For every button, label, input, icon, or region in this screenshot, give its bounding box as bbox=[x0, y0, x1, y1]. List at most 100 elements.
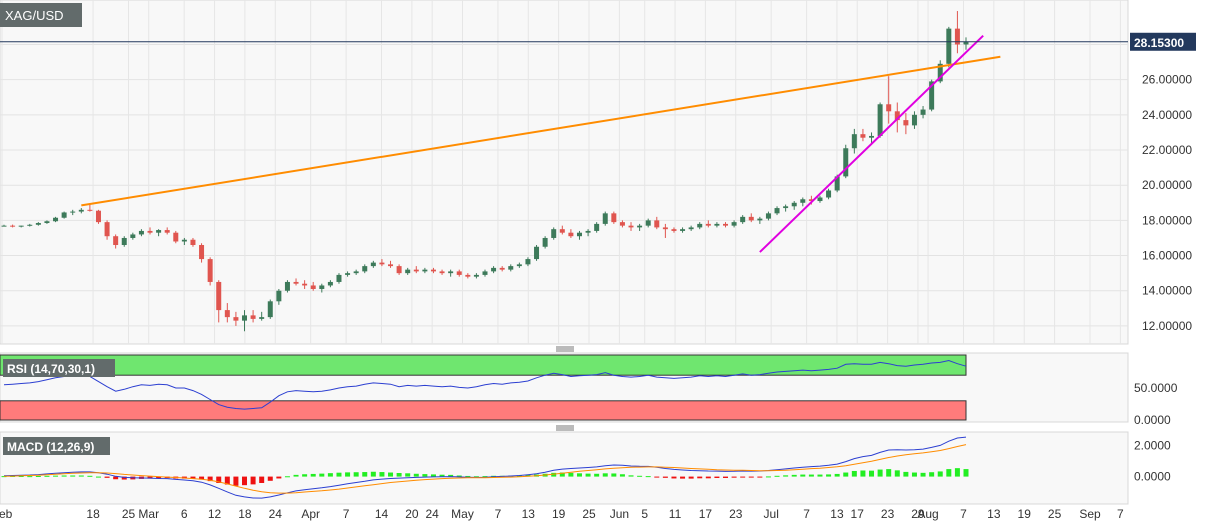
macd-histogram-bar bbox=[422, 474, 428, 477]
candle-up bbox=[70, 211, 76, 213]
macd-tick-label: 2.0000 bbox=[1134, 438, 1171, 452]
time-tick-label: 23 bbox=[881, 507, 895, 521]
candle-down bbox=[388, 264, 394, 267]
candle-up bbox=[27, 224, 33, 226]
candle-up bbox=[276, 290, 282, 302]
macd-histogram-bar bbox=[439, 474, 445, 477]
candle-up bbox=[121, 237, 127, 246]
macd-histogram-bar bbox=[388, 472, 394, 477]
time-tick-label: 19 bbox=[552, 507, 566, 521]
candle-up bbox=[937, 63, 943, 82]
candle-down bbox=[568, 232, 574, 237]
macd-histogram-bar bbox=[903, 471, 909, 477]
macd-histogram-bar bbox=[61, 475, 67, 477]
candle-up bbox=[267, 301, 273, 318]
symbol-label: XAG/USD bbox=[0, 3, 82, 27]
candle-up bbox=[336, 274, 342, 282]
macd-histogram-bar bbox=[808, 474, 814, 477]
candle-up bbox=[963, 41, 969, 45]
macd-histogram-bar bbox=[35, 475, 41, 477]
macd-histogram-bar bbox=[551, 472, 557, 477]
candle-down bbox=[456, 271, 462, 275]
pane-resize-handle-rsi[interactable] bbox=[556, 346, 574, 352]
macd-histogram-bar bbox=[156, 476, 162, 479]
time-tick-label: 19 bbox=[1018, 507, 1032, 521]
candle-up bbox=[817, 197, 823, 202]
macd-histogram-bar bbox=[765, 476, 771, 478]
candle-down bbox=[224, 310, 230, 318]
price-tick-label: 18.00000 bbox=[1142, 213, 1192, 227]
macd-histogram-bar bbox=[954, 468, 960, 477]
trend-line bbox=[759, 34, 984, 253]
pane-resize-handle-macd[interactable] bbox=[556, 425, 574, 431]
macd-histogram-bar bbox=[18, 475, 24, 477]
candle-down bbox=[619, 222, 625, 226]
macd-histogram-bar bbox=[353, 472, 359, 477]
last-price-badge: 28.15300 bbox=[1130, 32, 1196, 51]
candle-down bbox=[705, 223, 711, 226]
price-axis: 28.0000026.0000024.0000022.0000020.00000… bbox=[1142, 37, 1192, 332]
time-tick-label: 23 bbox=[729, 507, 743, 521]
candle-down bbox=[164, 230, 170, 233]
candle-down bbox=[413, 269, 419, 272]
candle-down bbox=[860, 134, 866, 138]
candle-down bbox=[379, 262, 385, 265]
last-price-text: 28.15300 bbox=[1134, 36, 1184, 50]
macd-histogram-bar bbox=[207, 476, 213, 482]
macd-histogram-bar bbox=[370, 471, 376, 477]
rsi-label-text: RSI (14,70,30,1) bbox=[7, 362, 95, 376]
price-tick-label: 20.00000 bbox=[1142, 178, 1192, 192]
candle-down bbox=[671, 229, 677, 231]
macd-histogram-bar bbox=[44, 475, 50, 477]
price-pane-bg bbox=[0, 0, 1129, 345]
macd-histogram-bar bbox=[645, 476, 651, 478]
macd-histogram-bar bbox=[430, 474, 436, 477]
candle-up bbox=[448, 271, 454, 274]
macd-histogram-bar bbox=[259, 476, 265, 483]
candle-down bbox=[748, 216, 754, 221]
macd-histogram-bar bbox=[791, 474, 797, 477]
macd-histogram-bar bbox=[671, 476, 677, 479]
macd-histogram-bar bbox=[121, 476, 127, 480]
candle-up bbox=[791, 202, 797, 207]
candle-down bbox=[886, 104, 892, 112]
candle-up bbox=[637, 225, 643, 228]
candle-up bbox=[877, 104, 883, 136]
time-tick-label: Mar bbox=[138, 507, 159, 521]
macd-histogram-bar bbox=[465, 475, 471, 477]
candle-up bbox=[774, 208, 780, 214]
rsi-label: RSI (14,70,30,1) bbox=[3, 359, 115, 377]
candle-up bbox=[482, 271, 488, 275]
candle-down bbox=[894, 111, 900, 121]
macd-histogram-bar bbox=[413, 473, 419, 477]
time-tick-label: 7 bbox=[1117, 507, 1124, 521]
candle-up bbox=[405, 269, 411, 274]
candle-down bbox=[611, 213, 617, 223]
candle-up bbox=[422, 269, 428, 272]
macd-histogram-bar bbox=[233, 476, 239, 486]
candle-up bbox=[525, 259, 531, 265]
candle-up bbox=[53, 217, 59, 222]
macd-histogram-bar bbox=[705, 476, 711, 479]
macd-histogram-bar bbox=[53, 475, 59, 477]
time-tick-label: 7 bbox=[495, 507, 502, 521]
time-axis: Feb1825Mar6121824Apr7142024May7131925Jun… bbox=[0, 507, 1124, 521]
macd-histogram-bar bbox=[783, 475, 789, 477]
macd-histogram-bar bbox=[637, 475, 643, 477]
price-tick-label: 24.00000 bbox=[1142, 108, 1192, 122]
time-tick-label: 7 bbox=[803, 507, 810, 521]
macd-histogram-bar bbox=[78, 475, 84, 477]
candle-up bbox=[800, 199, 806, 203]
candle-up bbox=[319, 285, 325, 289]
candle-down bbox=[310, 285, 316, 289]
candle-up bbox=[181, 239, 187, 242]
candle-down bbox=[190, 239, 196, 246]
macd-histogram-bar bbox=[190, 476, 196, 479]
candle-up bbox=[697, 223, 703, 228]
macd-label: MACD (12,26,9) bbox=[3, 437, 110, 455]
candle-down bbox=[87, 209, 93, 211]
macd-histogram-bar bbox=[877, 469, 883, 477]
macd-histogram-bar bbox=[714, 476, 720, 478]
macd-histogram-bar bbox=[628, 475, 634, 477]
macd-histogram-bar bbox=[405, 473, 411, 477]
